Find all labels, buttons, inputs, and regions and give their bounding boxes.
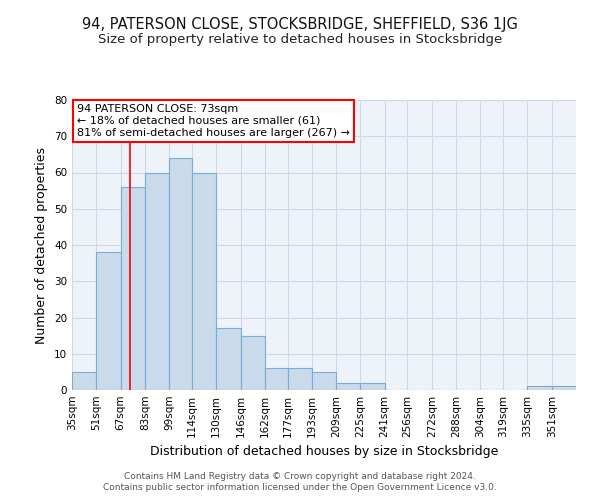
Text: Contains public sector information licensed under the Open Government Licence v3: Contains public sector information licen… — [103, 483, 497, 492]
Bar — [361, 383, 385, 390]
Bar — [96, 252, 121, 390]
Bar — [121, 187, 145, 390]
Bar — [72, 372, 96, 390]
Text: 94 PATERSON CLOSE: 73sqm
← 18% of detached houses are smaller (61)
81% of semi-d: 94 PATERSON CLOSE: 73sqm ← 18% of detach… — [77, 104, 350, 138]
Text: 94, PATERSON CLOSE, STOCKSBRIDGE, SHEFFIELD, S36 1JG: 94, PATERSON CLOSE, STOCKSBRIDGE, SHEFFI… — [82, 18, 518, 32]
Bar — [145, 172, 169, 390]
Bar — [265, 368, 287, 390]
Text: Contains HM Land Registry data © Crown copyright and database right 2024.: Contains HM Land Registry data © Crown c… — [124, 472, 476, 481]
Bar — [312, 372, 336, 390]
Y-axis label: Number of detached properties: Number of detached properties — [35, 146, 49, 344]
Bar — [527, 386, 552, 390]
Bar — [287, 368, 312, 390]
Text: Size of property relative to detached houses in Stocksbridge: Size of property relative to detached ho… — [98, 32, 502, 46]
Bar — [552, 386, 576, 390]
Bar — [336, 383, 361, 390]
X-axis label: Distribution of detached houses by size in Stocksbridge: Distribution of detached houses by size … — [150, 446, 498, 458]
Bar — [241, 336, 265, 390]
Bar — [216, 328, 241, 390]
Bar — [169, 158, 192, 390]
Bar — [192, 172, 216, 390]
